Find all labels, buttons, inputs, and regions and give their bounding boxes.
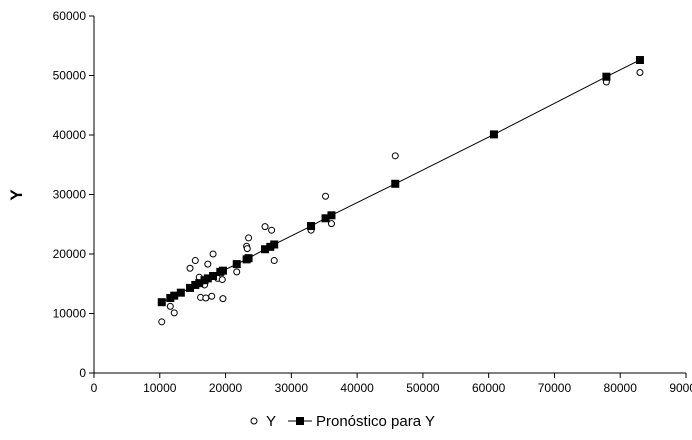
forecast-point — [244, 254, 253, 263]
x-tick-label: 80000 — [604, 381, 638, 395]
forecast-point — [602, 72, 611, 81]
x-axis-ticks: 0 10000 20000 30000 40000 50000 60000 70000 8000… — [91, 373, 692, 395]
observed-point — [245, 234, 253, 242]
x-tick-label: 60000 — [472, 381, 506, 395]
observed-point — [233, 268, 241, 276]
y-tick-label: 40000 — [53, 128, 87, 142]
observed-point — [191, 257, 199, 265]
x-tick-label: 90000 — [669, 381, 692, 395]
observed-point — [208, 292, 216, 300]
x-tick-label: 0 — [91, 381, 98, 395]
forecast-point — [218, 266, 227, 275]
y-tick-label: 50000 — [53, 69, 87, 83]
x-tick-label: 70000 — [538, 381, 572, 395]
forecast-point — [186, 283, 195, 292]
x-tick-label: 30000 — [275, 381, 309, 395]
observed-point — [636, 69, 644, 77]
legend: Y Pronóstico para Y — [250, 413, 435, 430]
forecast-point — [176, 288, 185, 297]
observed-point — [209, 250, 217, 258]
legend-observed-marker — [250, 417, 258, 425]
x-tick-label: 20000 — [209, 381, 243, 395]
forecast-point — [321, 214, 330, 223]
forecast-point — [157, 298, 166, 307]
forecast-point — [195, 279, 204, 288]
x-tick-label: 10000 — [143, 381, 177, 395]
x-tick-label: 40000 — [340, 381, 374, 395]
observed-point — [270, 257, 278, 265]
forecast-point — [391, 179, 400, 188]
observed-point — [204, 260, 212, 268]
forecast-point — [203, 274, 212, 283]
series-layer — [157, 56, 644, 326]
observed-point — [243, 245, 251, 253]
forecast-point — [635, 56, 644, 65]
legend-forecast-marker — [296, 417, 304, 425]
forecast-point — [232, 260, 241, 269]
forecast-point — [170, 291, 179, 300]
forecast-point — [327, 211, 336, 220]
forecast-point — [307, 222, 316, 231]
observed-point — [391, 152, 399, 160]
y-tick-label: 60000 — [53, 9, 87, 23]
observed-point — [158, 318, 166, 326]
forecast-point — [270, 240, 279, 249]
legend-forecast-label: Pronóstico para Y — [316, 413, 435, 430]
forecast-point — [489, 130, 498, 139]
observed-point — [219, 295, 227, 303]
observed-point — [327, 220, 335, 228]
y-tick-label: 30000 — [53, 188, 87, 202]
observed-point — [261, 223, 269, 231]
observed-point — [218, 276, 226, 284]
y-tick-label: 20000 — [53, 247, 87, 261]
legend-observed-label: Y — [266, 413, 276, 430]
forecast-point — [209, 272, 218, 281]
observed-point — [268, 226, 276, 234]
observed-point — [166, 302, 174, 310]
observed-point — [322, 192, 330, 200]
y-tick-label: 0 — [79, 366, 86, 380]
x-tick-label: 50000 — [406, 381, 440, 395]
y-tick-label: 10000 — [53, 307, 87, 321]
observed-point — [170, 309, 178, 317]
y-axis-title: Y — [7, 189, 26, 201]
forecast-point — [261, 245, 270, 254]
observed-point — [186, 264, 194, 272]
y-axis-ticks: 0 10000 20000 30000 40000 50000 60000 — [53, 9, 94, 380]
observed-point — [202, 294, 210, 302]
